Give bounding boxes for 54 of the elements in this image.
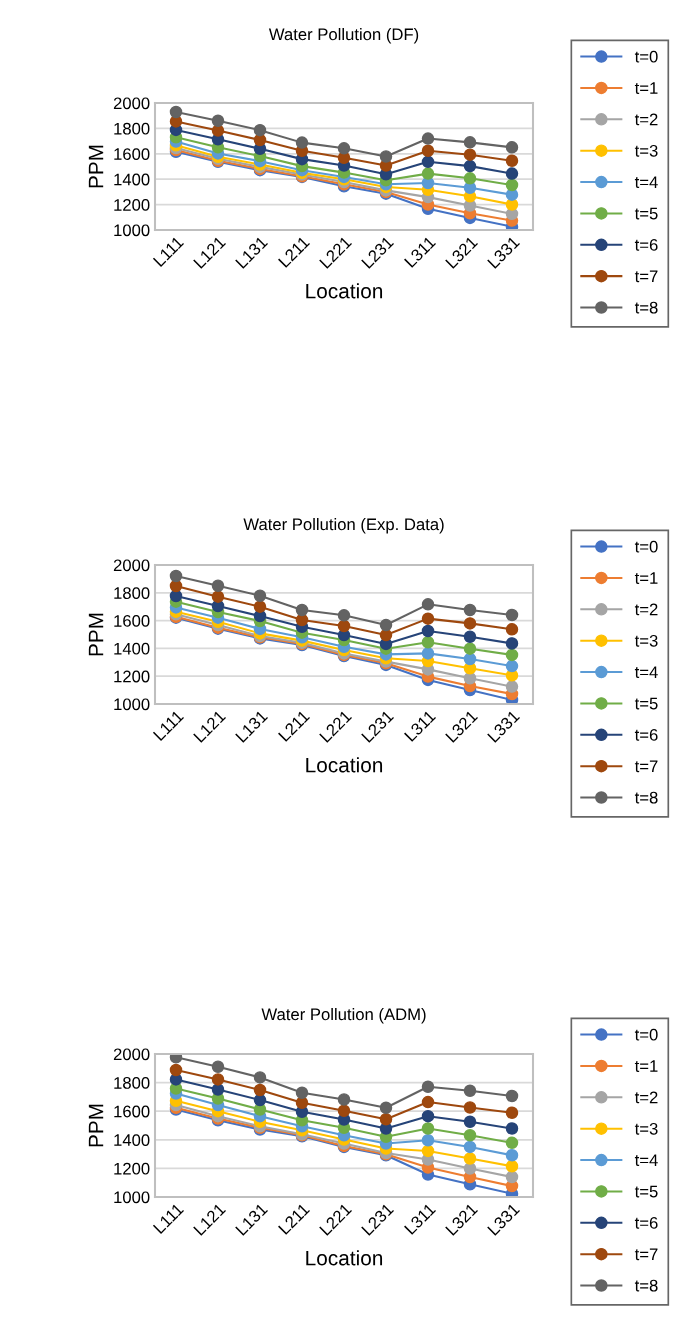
legend-label: t=7: [634, 760, 658, 773]
legend-label: t=1: [634, 82, 658, 94]
legend-label: t=1: [634, 572, 658, 584]
y-tick-label: 1600: [114, 1105, 150, 1118]
x-axis-title: Location: [306, 757, 383, 773]
legend-label: t=2: [634, 1091, 658, 1104]
y-tick-label: 1600: [114, 148, 150, 160]
y-tick-label: 1600: [114, 615, 150, 627]
legend-label: t=1: [634, 1060, 658, 1072]
y-tick-label: 2000: [113, 1048, 150, 1061]
legend-label: t=2: [634, 113, 658, 126]
x-axis-title: Location: [306, 283, 383, 299]
legend-label: t=8: [634, 791, 658, 804]
y-tick-label: 2000: [113, 97, 150, 110]
legend-label: t=3: [634, 1122, 658, 1135]
y-tick-label: 2000: [113, 559, 150, 572]
y-tick-label: 1000: [114, 698, 150, 711]
y-tick-label: 1200: [114, 1162, 150, 1175]
legend-label: t=7: [634, 1248, 658, 1261]
legend-label: t=5: [634, 697, 658, 710]
legend-label: t=2: [634, 603, 658, 616]
y-tick-label: 1400: [114, 1134, 150, 1146]
chart-title: Water Pollution (ADM): [261, 1008, 426, 1024]
y-axis-title: PPM: [88, 613, 104, 656]
legend-label: t=8: [634, 1279, 658, 1292]
y-tick-label: 1400: [114, 173, 150, 186]
legend-label: t=4: [634, 666, 658, 679]
legend-label: t=5: [634, 207, 658, 220]
y-axis-title: PPM: [88, 145, 104, 188]
y-tick-label: 1200: [114, 670, 150, 683]
legend-label: t=0: [634, 1028, 658, 1041]
legend-label: t=6: [634, 728, 658, 741]
y-tick-label: 1400: [114, 642, 150, 655]
chart-title: Water Pollution (Exp. Data): [243, 518, 444, 534]
legend-label: t=0: [634, 540, 658, 553]
legend-label: t=3: [634, 144, 658, 157]
legend-label: t=5: [634, 1185, 658, 1198]
y-tick-label: 1000: [114, 1191, 150, 1204]
x-axis-title: Location: [306, 1250, 383, 1266]
legend-label: t=4: [634, 1154, 658, 1167]
legend-label: t=4: [634, 176, 658, 189]
y-tick-label: 1800: [114, 122, 150, 135]
y-tick-label: 1800: [114, 1077, 150, 1089]
y-tick-label: 1800: [114, 587, 150, 599]
y-axis-title: PPM: [88, 1104, 104, 1147]
legend-label: t=0: [634, 50, 658, 63]
legend-label: t=3: [634, 634, 658, 647]
legend-label: t=8: [634, 301, 658, 314]
y-tick-label: 1200: [114, 199, 150, 211]
legend-label: t=7: [634, 270, 658, 283]
legend-label: t=6: [634, 238, 658, 251]
y-tick-label: 1000: [114, 224, 150, 237]
chart-title: Water Pollution (DF): [268, 28, 419, 44]
legend-label: t=6: [634, 1216, 658, 1229]
